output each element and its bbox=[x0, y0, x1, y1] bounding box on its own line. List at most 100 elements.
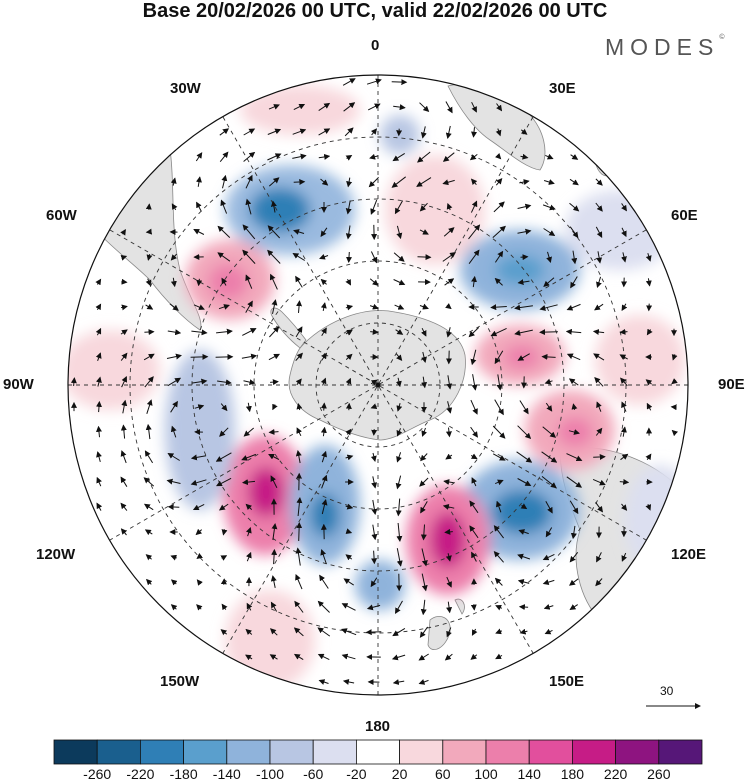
wind-arrow bbox=[219, 128, 229, 136]
wind-arrow bbox=[494, 399, 504, 416]
wind-arrow bbox=[345, 528, 353, 535]
wind-arrow bbox=[493, 550, 504, 563]
wind-arrow bbox=[569, 202, 580, 212]
wind-arrow bbox=[320, 178, 329, 186]
wind-arrow bbox=[270, 475, 278, 489]
colorbar-swatch bbox=[658, 739, 703, 765]
wind-arrow bbox=[520, 503, 528, 510]
wind-arrow bbox=[569, 578, 579, 586]
anomaly-blob bbox=[355, 560, 405, 610]
colorbar-tick-label: -180 bbox=[169, 766, 198, 782]
colorbar-swatch bbox=[53, 739, 98, 765]
wind-arrow bbox=[245, 174, 253, 189]
wind-arrow bbox=[620, 453, 629, 461]
wind-arrow bbox=[272, 403, 278, 411]
wind-arrow bbox=[446, 627, 452, 638]
wind-arrow bbox=[419, 229, 429, 235]
wind-arrow bbox=[496, 103, 503, 112]
colorbar-swatch bbox=[485, 739, 530, 765]
wind-arrow bbox=[293, 103, 306, 111]
wind-arrow bbox=[444, 278, 455, 286]
wind-arrow bbox=[267, 249, 281, 264]
wind-arrow bbox=[345, 377, 352, 386]
wind-arrow bbox=[245, 402, 252, 413]
wind-arrow bbox=[171, 203, 178, 211]
wind-arrow bbox=[470, 426, 478, 438]
wind-arrow bbox=[269, 654, 278, 661]
colorbar-swatch bbox=[226, 739, 271, 765]
wind-arrow bbox=[395, 329, 404, 335]
wind-arrow bbox=[645, 278, 652, 287]
wind-arrow bbox=[146, 578, 153, 586]
wind-arrow bbox=[494, 153, 502, 160]
wind-arrow bbox=[570, 525, 577, 540]
wind-arrow bbox=[196, 604, 203, 611]
wind-arrow bbox=[292, 252, 305, 261]
wind-arrow bbox=[267, 128, 282, 135]
wind-arrow bbox=[446, 576, 452, 588]
colorbar-swatch bbox=[183, 739, 228, 765]
wind-arrow bbox=[370, 577, 378, 588]
wind-arrow bbox=[145, 554, 153, 561]
lon-label-90e: 90E bbox=[718, 376, 745, 393]
wind-arrow bbox=[144, 376, 154, 388]
wind-arrow bbox=[143, 477, 155, 487]
wind-arrow bbox=[366, 78, 382, 85]
wind-arrow bbox=[190, 353, 209, 360]
wind-arrow bbox=[365, 629, 382, 636]
wind-arrow bbox=[196, 176, 202, 187]
wind-arrow bbox=[144, 529, 153, 536]
wind-arrow bbox=[368, 177, 379, 188]
colorbar-swatch bbox=[139, 739, 184, 765]
lon-label-90w: 90W bbox=[3, 376, 34, 393]
wind-arrow bbox=[566, 353, 581, 361]
wind-arrow bbox=[95, 425, 102, 438]
wind-arrow bbox=[520, 128, 528, 135]
wind-arrow bbox=[320, 377, 327, 386]
wind-arrow bbox=[445, 427, 452, 438]
wind-arrow bbox=[220, 199, 228, 214]
wind-arrow bbox=[295, 378, 302, 386]
wind-arrow bbox=[319, 574, 329, 589]
wind-arrow bbox=[420, 524, 427, 541]
anomaly-blob bbox=[250, 188, 310, 232]
wind-arrow bbox=[343, 102, 356, 112]
wind-arrow bbox=[471, 374, 478, 391]
wind-arrow bbox=[345, 454, 354, 461]
colorbar-tick-label: 20 bbox=[391, 766, 408, 782]
wind-arrow bbox=[269, 628, 278, 636]
wind-arrow bbox=[621, 303, 628, 312]
wind-arrow bbox=[569, 551, 579, 563]
wind-arrow bbox=[419, 303, 429, 310]
wind-arrow bbox=[468, 249, 480, 264]
wind-arrow bbox=[592, 478, 606, 486]
wind-arrow bbox=[396, 548, 403, 567]
lon-label-180: 180 bbox=[365, 718, 391, 735]
wind-arrow bbox=[394, 200, 404, 215]
lon-label-0: 0 bbox=[371, 37, 380, 54]
wind-arrow bbox=[345, 200, 352, 215]
wind-arrow bbox=[596, 276, 602, 289]
colorbar-tick-label: 220 bbox=[603, 766, 628, 782]
wind-arrow bbox=[245, 628, 253, 636]
wind-arrow bbox=[270, 601, 278, 612]
wind-arrow bbox=[543, 277, 555, 287]
wind-arrow bbox=[444, 528, 453, 535]
wind-arrow bbox=[620, 377, 628, 387]
wind-arrow bbox=[645, 253, 652, 262]
wind-arrow bbox=[317, 627, 331, 637]
wind-arrow bbox=[271, 523, 278, 541]
wind-arrow bbox=[170, 579, 178, 586]
wind-arrow bbox=[245, 274, 253, 289]
wind-arrow bbox=[370, 128, 378, 136]
wind-arrow bbox=[396, 522, 403, 542]
wind-arrow bbox=[391, 654, 406, 661]
wind-arrow bbox=[170, 425, 177, 438]
wind-arrow bbox=[190, 454, 207, 461]
wind-arrow bbox=[321, 499, 328, 515]
wind-arrow bbox=[169, 303, 179, 311]
wind-arrow bbox=[241, 353, 258, 360]
wind-arrow bbox=[546, 251, 552, 264]
colorbar-tick-label: 100 bbox=[474, 766, 498, 782]
wind-arrow bbox=[596, 401, 602, 412]
